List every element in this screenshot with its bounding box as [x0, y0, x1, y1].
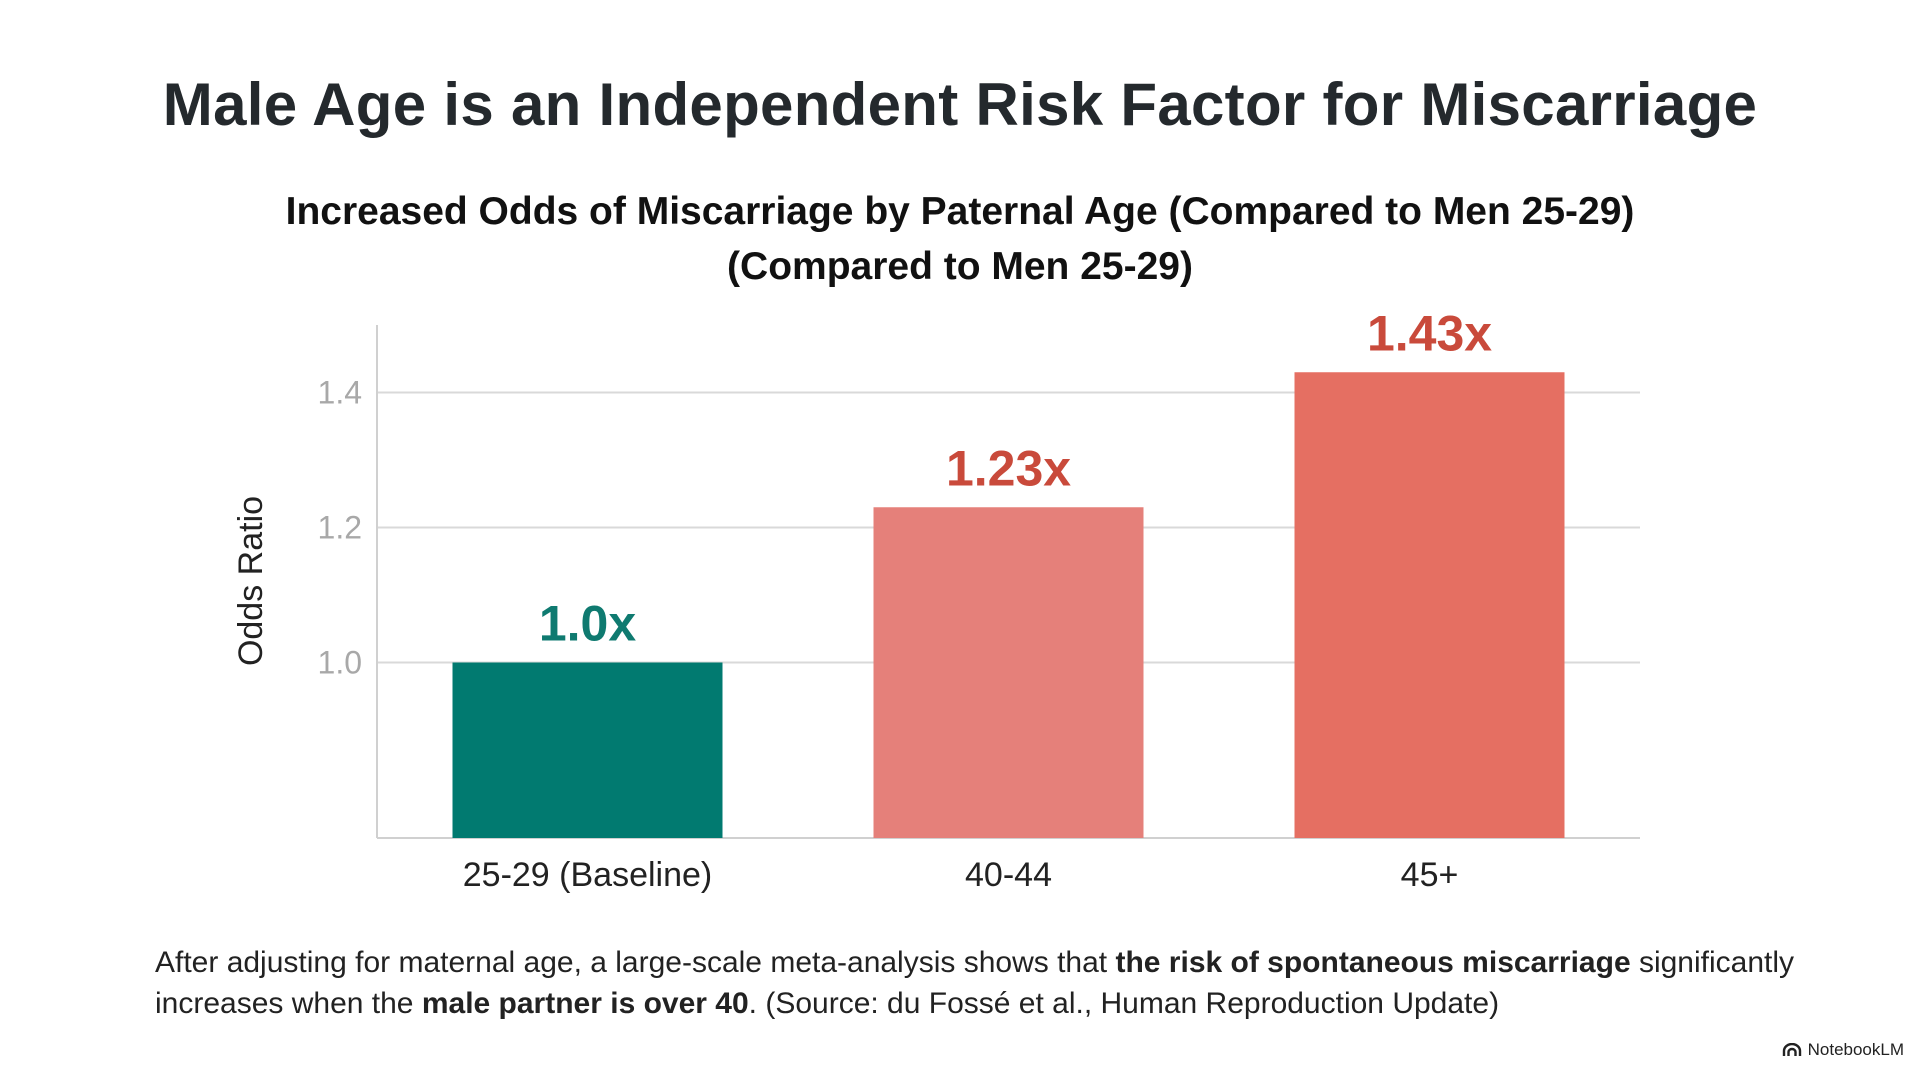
bar	[452, 662, 723, 838]
bar	[873, 507, 1144, 838]
page-title: Male Age is an Independent Risk Factor f…	[162, 71, 1758, 138]
x-tick-label: 45+	[1401, 856, 1459, 894]
bar-value-label: 1.23x	[946, 440, 1071, 496]
x-tick-label: 25-29 (Baseline)	[463, 856, 712, 894]
caption-bold-1: the risk of spontaneous miscarriage	[1115, 946, 1631, 979]
bar-value-label: 1.43x	[1367, 305, 1492, 361]
brand: NotebookLM	[1782, 1040, 1904, 1060]
y-tick-label: 1.4	[318, 375, 362, 411]
bar	[1294, 372, 1565, 838]
y-tick-label: 1.2	[318, 510, 362, 546]
brand-name: NotebookLM	[1807, 1040, 1904, 1059]
chart-title: Increased Odds of Miscarriage by Paterna…	[285, 190, 1635, 233]
caption-bold-2: male partner is over 40	[421, 987, 749, 1020]
notebooklm-logo-icon	[1782, 1043, 1801, 1056]
y-tick-label: 1.0	[318, 645, 362, 681]
caption-text-3: . (Source: du Fossé et al., Human Reprod…	[748, 987, 1500, 1020]
caption-text-2: significantly increases when the	[155, 946, 1795, 1020]
caption-text-1: After adjusting for maternal age, a larg…	[155, 946, 1116, 979]
y-axis-label: Odds Ratio	[232, 496, 270, 666]
chart-subtitle: (Compared to Men 25-29)	[727, 245, 1193, 288]
caption: After adjusting for maternal age, a larg…	[155, 942, 1815, 1024]
x-tick-label: 40-44	[965, 856, 1052, 894]
bar-value-label: 1.0x	[539, 596, 637, 652]
